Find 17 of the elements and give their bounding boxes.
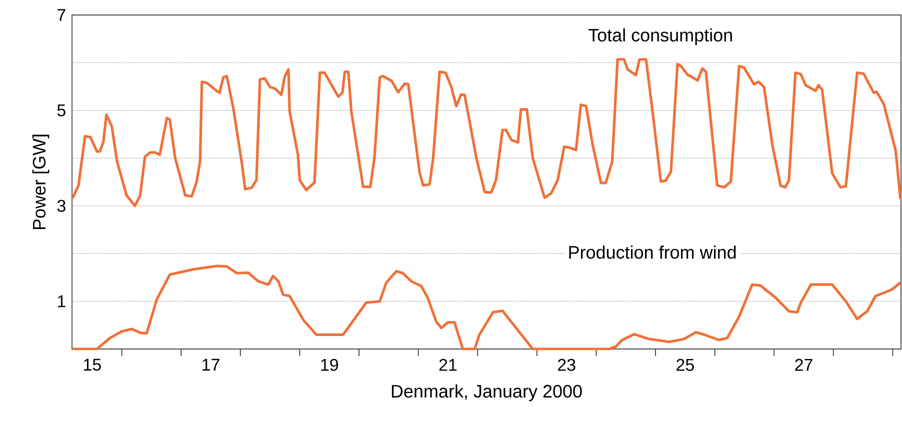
- x-tick-label: 15: [84, 358, 101, 371]
- x-tick-label: 17: [202, 358, 220, 371]
- x-tick-label: 25: [676, 358, 694, 371]
- series-label: Production from wind: [569, 246, 736, 259]
- y-tick-label: 3: [57, 200, 66, 212]
- y-tick-label: 1: [58, 295, 66, 308]
- x-axis-title: Denmark, January 2000: [392, 384, 582, 402]
- y-tick-label: 7: [58, 9, 66, 21]
- series-label: Total consumption: [588, 28, 732, 46]
- line-series: [71, 264, 902, 350]
- x-tick-label: 23: [558, 358, 576, 371]
- line-series: [71, 58, 902, 208]
- x-tick-label: 19: [321, 358, 338, 371]
- y-axis-title: Power [GW]: [32, 134, 50, 230]
- x-tick-label: 27: [795, 358, 812, 371]
- y-tick-label: 5: [57, 104, 66, 116]
- x-tick-label: 21: [439, 358, 457, 371]
